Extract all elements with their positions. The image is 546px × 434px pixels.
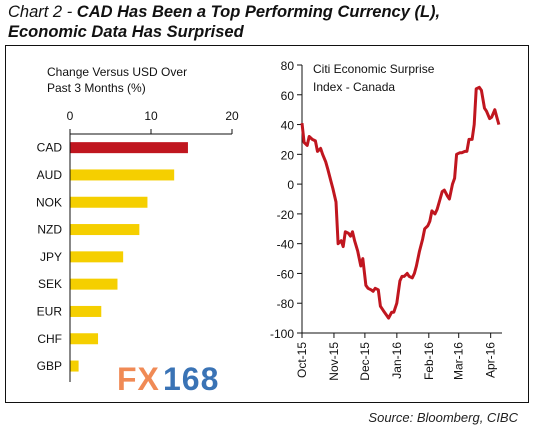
line-x-tick-label: Apr-16	[484, 342, 498, 378]
line-y-tick-label: 20	[281, 148, 295, 162]
bar-category-label: AUD	[37, 168, 63, 182]
bar-category-label: EUR	[37, 304, 63, 318]
bar-chf	[70, 333, 99, 345]
line-chart-title: Index - Canada	[313, 80, 395, 94]
surprise-index-line	[300, 85, 501, 320]
watermark-fx: FX	[117, 361, 160, 397]
line-x-tick-label: Jan-16	[390, 342, 404, 379]
line-y-tick-label: -100	[270, 327, 294, 341]
bar-gbp	[70, 360, 79, 372]
line-x-tick-label: Mar-16	[452, 342, 466, 380]
bar-category-label: SEK	[38, 277, 62, 291]
source-note: Source: Bloomberg, CIBC	[368, 410, 518, 425]
line-y-tick-label: -80	[277, 297, 295, 311]
bar-chart-title: Change Versus USD Over	[47, 65, 187, 79]
line-y-tick-label: 0	[287, 178, 294, 192]
bar-jpy	[70, 251, 124, 263]
watermark-number: 168	[163, 361, 219, 397]
bar-nok	[70, 196, 148, 208]
chart-title: Chart 2 - CAD Has Been a Top Performing …	[8, 2, 440, 42]
bar-cad	[70, 142, 188, 154]
bar-category-label: GBP	[37, 359, 62, 373]
bar-aud	[70, 169, 175, 181]
title-text-line1: CAD Has Been a Top Performing Currency (…	[72, 3, 441, 21]
bar-category-label: CAD	[37, 141, 63, 155]
title-text-line2: Economic Data Has Surprised	[8, 23, 244, 41]
line-y-tick-label: -20	[277, 208, 295, 222]
bar-category-label: NZD	[37, 223, 62, 237]
line-y-tick-label: 80	[281, 59, 295, 73]
line-chart-title: Citi Economic Surprise	[313, 62, 435, 76]
title-prefix: Chart 2 -	[8, 3, 73, 21]
bar-category-label: CHF	[37, 332, 62, 346]
line-x-tick-label: Nov-15	[327, 342, 341, 381]
line-x-tick-label: Dec-15	[358, 342, 372, 381]
bar-nzd	[70, 224, 140, 236]
bar-x-tick-label: 20	[225, 109, 239, 123]
bar-category-label: NOK	[36, 195, 62, 209]
bar-chart-title: Past 3 Months (%)	[47, 81, 146, 95]
bar-x-tick-label: 10	[144, 109, 158, 123]
line-x-tick-label: Feb-16	[422, 342, 436, 380]
bar-sek	[70, 278, 118, 290]
bar-category-label: JPY	[40, 250, 62, 264]
line-y-tick-label: 60	[281, 89, 295, 103]
line-y-tick-label: -40	[277, 238, 295, 252]
bar-x-tick-label: 0	[67, 109, 74, 123]
line-x-tick-label: Oct-15	[295, 342, 309, 378]
bar-eur	[70, 305, 102, 317]
line-y-tick-label: 40	[281, 119, 295, 133]
line-y-tick-label: -60	[277, 267, 295, 281]
